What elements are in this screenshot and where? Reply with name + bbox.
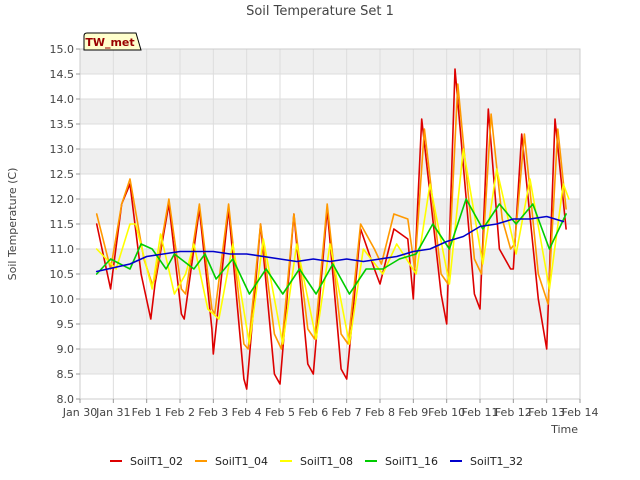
y-tick-label: 13.0 [50, 143, 75, 156]
x-tick-label: Feb 3 [198, 406, 228, 419]
y-axis-label: Soil Temperature (C) [6, 168, 19, 281]
y-tick-label: 13.5 [50, 118, 75, 131]
y-tick-label: 14.5 [50, 68, 75, 81]
legend-item-soilt1-08-label: SoilT1_08 [300, 455, 353, 468]
y-tick-label: 12.0 [50, 193, 75, 206]
legend-item-soilt1-08: SoilT1_08 [280, 455, 353, 468]
y-tick-label: 9.0 [57, 343, 75, 356]
y-tick-label: 15.0 [50, 43, 75, 56]
plot-band [80, 324, 580, 349]
plot-band [80, 174, 580, 199]
series-line-soilt1-32 [95, 215, 565, 273]
legend-item-soilt1-02-label: SoilT1_02 [130, 455, 183, 468]
y-tick-label: 11.0 [50, 243, 75, 256]
x-axis-label: Time [550, 423, 578, 436]
x-tick-label: Feb 6 [298, 406, 328, 419]
x-tick-label: Feb 10 [428, 406, 465, 419]
legend-item-soilt1-16-label: SoilT1_16 [385, 455, 438, 468]
station-label-box: TW_met [83, 32, 142, 51]
legend-item-soilt1-32-label: SoilT1_32 [470, 455, 523, 468]
plot-band [80, 374, 580, 399]
legend-item-soilt1-04: SoilT1_04 [195, 455, 268, 468]
legend: SoilT1_02 SoilT1_04 SoilT1_08 SoilT1_16 Soil… [110, 455, 523, 468]
y-tick-label: 9.5 [57, 318, 75, 331]
x-tick-label: Feb 7 [332, 406, 362, 419]
x-tick-label: Feb 12 [495, 406, 532, 419]
legend-item-soilt1-04-label: SoilT1_04 [215, 455, 268, 468]
x-tick-label: Feb 5 [265, 406, 295, 419]
x-tick-label: Feb 2 [165, 406, 195, 419]
x-tick-label: Feb 4 [232, 406, 262, 419]
legend-item-soilt1-02: SoilT1_02 [110, 455, 183, 468]
plot-band [80, 349, 580, 374]
plot-band [80, 124, 580, 149]
y-tick-label: 8.5 [57, 368, 75, 381]
series-line-soilt1-02 [95, 68, 567, 390]
y-tick-label: 14.0 [50, 93, 75, 106]
x-tick-label: Feb 1 [132, 406, 162, 419]
x-tick-label: Jan 30 [62, 406, 97, 419]
y-tick-label: 12.5 [50, 168, 75, 181]
plot-band [80, 149, 580, 174]
station-label-shape [83, 32, 142, 51]
y-tick-label: 8.0 [57, 393, 75, 406]
x-tick-label: Feb 9 [398, 406, 428, 419]
plot-band [80, 49, 580, 74]
series-layer [95, 68, 570, 390]
x-tick-label: Feb 14 [562, 406, 599, 419]
chart-title: Soil Temperature Set 1 [246, 4, 394, 19]
plot-band [80, 299, 580, 324]
plot-band [80, 274, 580, 299]
y-axis: 8.0 8.5 9.0 9.5 10.0 10.5 11.0 11.5 12.0 12.5 13.0… [50, 43, 80, 406]
x-tick-label: Jan 31 [95, 406, 130, 419]
series-line-soilt1-16 [95, 198, 567, 295]
station-label-text: TW_met [85, 36, 134, 49]
x-tick-label: Feb 11 [462, 406, 499, 419]
x-tick-label: Feb 8 [365, 406, 395, 419]
legend-item-soilt1-16: SoilT1_16 [365, 455, 438, 468]
y-tick-label: 11.5 [50, 218, 75, 231]
plot-band [80, 99, 580, 124]
x-tick-label: Feb 13 [528, 406, 565, 419]
legend-item-soilt1-32: SoilT1_32 [450, 455, 523, 468]
y-tick-label: 10.0 [50, 293, 75, 306]
plot-band [80, 74, 580, 99]
y-tick-label: 10.5 [50, 268, 75, 281]
